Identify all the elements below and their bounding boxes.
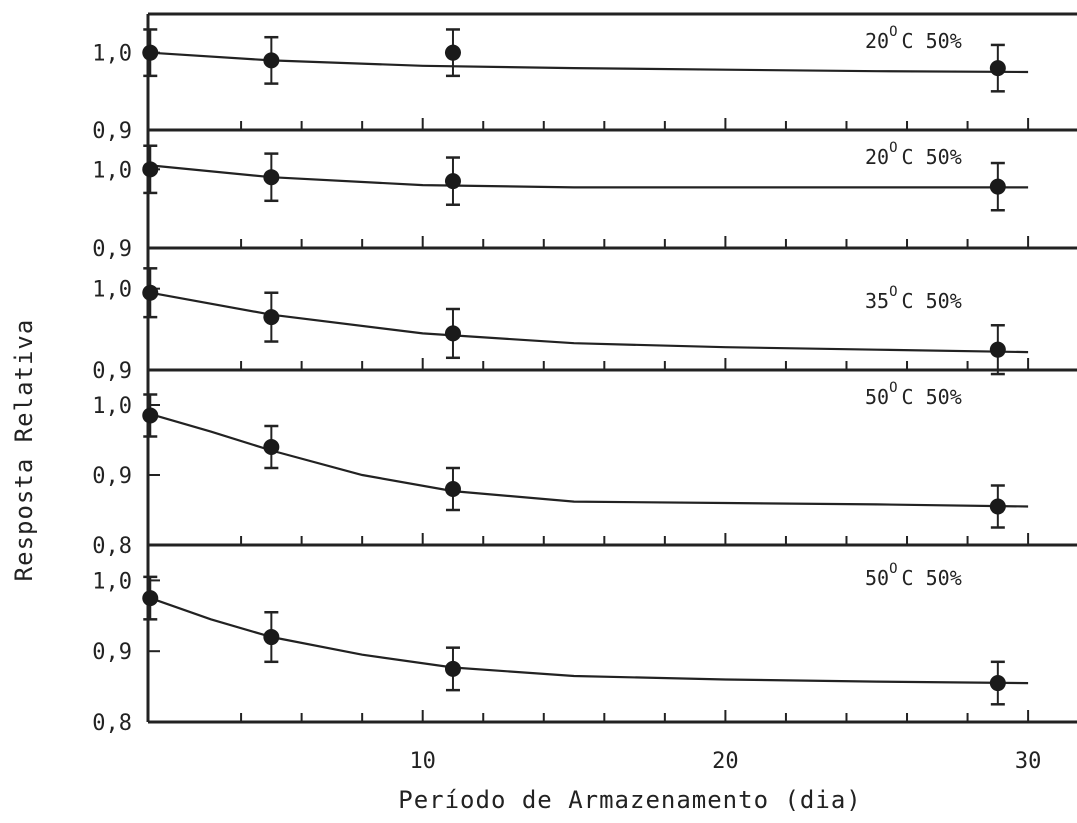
y-tick-label: 0,9 <box>92 640 132 665</box>
data-point <box>444 660 461 677</box>
data-point <box>444 173 461 190</box>
data-point <box>444 325 461 342</box>
data-point <box>989 178 1006 195</box>
data-point <box>444 44 461 61</box>
data-point <box>989 498 1006 515</box>
y-tick-label: 0,9 <box>92 464 132 489</box>
panels-group: 1,0 0,9 20O C 50% 1,0 0,9 20O C 50% 1,0 0,9 35O C 5… <box>92 12 1077 736</box>
data-point <box>263 52 280 69</box>
x-tick-labels-group: 10 20 30 <box>409 749 1041 774</box>
fit-curve <box>150 51 1029 74</box>
y-tick-label: 0,8 <box>92 534 132 559</box>
x-tick-label: 20 <box>712 749 739 774</box>
panel-condition-label: 35O C 50% <box>865 284 962 313</box>
data-point <box>263 629 280 646</box>
y-axis-title: Resposta Relativa <box>10 319 38 582</box>
panel-condition-label: 50O C 50% <box>865 561 962 590</box>
y-tick-label: 1,0 <box>92 394 132 419</box>
y-tick-label: 0,8 <box>92 711 132 736</box>
panel-2: 1,0 0,9 20O C 50% <box>92 130 1077 262</box>
y-tick-label: 1,0 <box>92 158 132 183</box>
y-tick-label: 0,9 <box>92 237 132 262</box>
data-point <box>444 481 461 497</box>
data-point <box>263 439 280 455</box>
data-point <box>989 675 1006 692</box>
y-tick-label: 0,9 <box>92 359 132 384</box>
data-point <box>142 407 159 424</box>
data-point <box>989 341 1006 358</box>
x-tick-label: 10 <box>409 749 436 774</box>
x-tick-label: 30 <box>1015 749 1042 774</box>
panel-5: 1,0 0,9 0,8 50O C 50% <box>92 545 1077 736</box>
y-tick-label: 1,0 <box>92 569 132 594</box>
panel-3: 1,0 0,9 35O C 50% <box>92 248 1077 384</box>
fit-curve <box>150 164 1029 189</box>
panel-condition-label: 20O C 50% <box>865 140 962 169</box>
data-point <box>142 161 159 178</box>
fit-curve <box>150 291 1029 354</box>
y-tick-label: 1,0 <box>92 278 132 303</box>
y-tick-label: 0,9 <box>92 119 132 144</box>
data-point <box>263 169 280 186</box>
data-point <box>989 60 1006 77</box>
data-point <box>142 44 159 61</box>
data-point <box>142 590 159 607</box>
data-point <box>142 284 159 301</box>
panel-4: 1,0 0,9 0,8 50O C 50% <box>92 370 1077 559</box>
y-tick-label: 1,0 <box>92 42 132 67</box>
fit-curve <box>149 597 1029 685</box>
panel-condition-label: 20O C 50% <box>865 24 962 53</box>
fit-curve <box>149 413 1029 508</box>
panel-condition-label: 50O C 50% <box>865 380 962 409</box>
data-point <box>263 309 280 326</box>
panel-1: 1,0 0,9 20O C 50% <box>92 12 1077 144</box>
x-axis-title: Período de Armazenamento (dia) <box>398 786 861 814</box>
